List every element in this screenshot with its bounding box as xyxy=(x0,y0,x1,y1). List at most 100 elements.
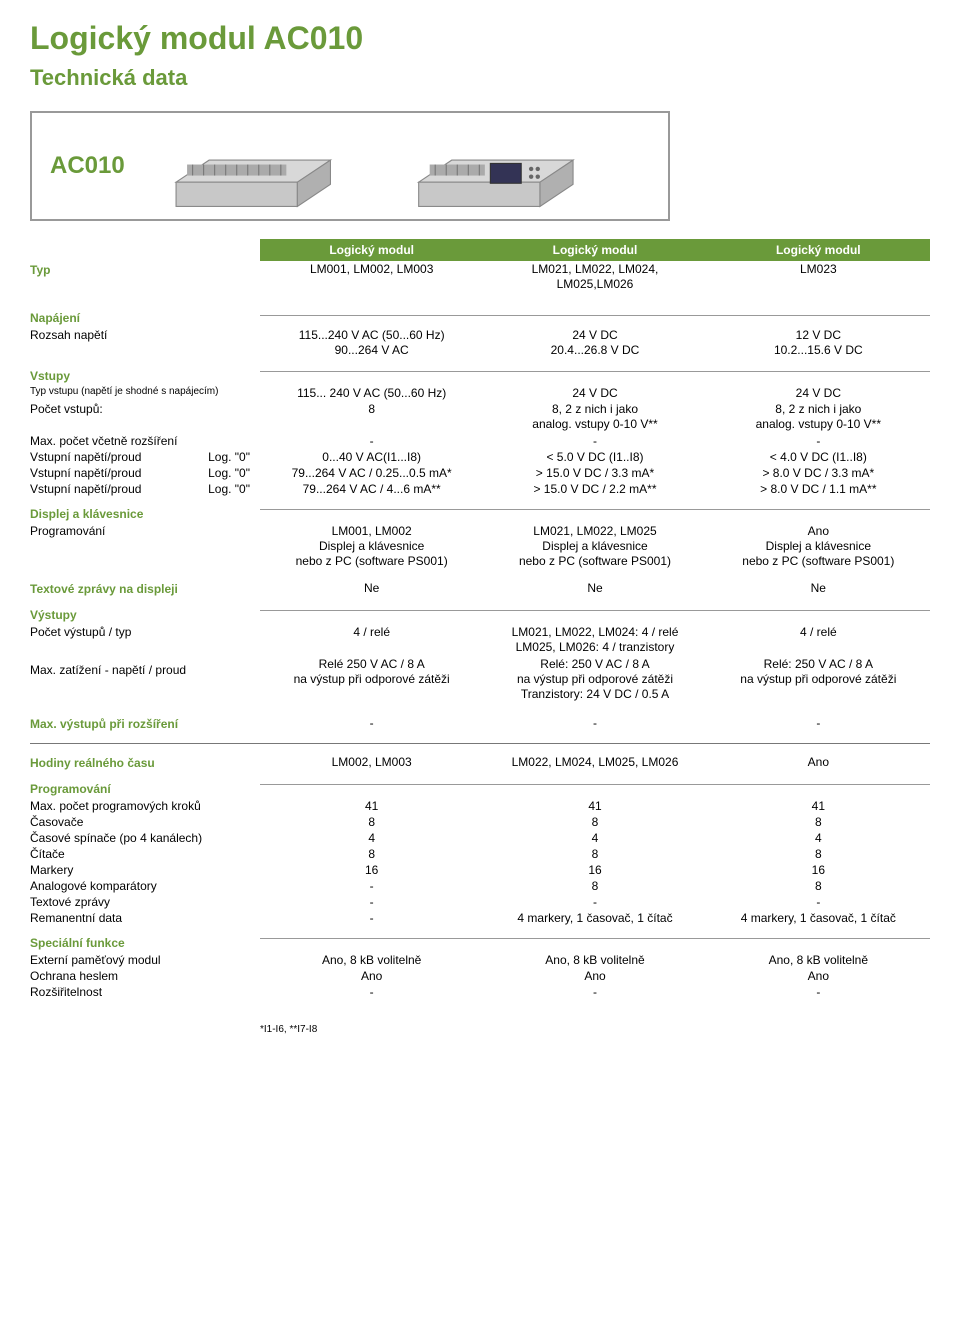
typ-c3: LM023 xyxy=(707,261,930,293)
max-vystupu-c3: - xyxy=(707,715,930,733)
col-header-1: Logický modul xyxy=(260,239,483,261)
product-label: AC010 xyxy=(50,152,125,180)
vstupy-r1-c1: 8 xyxy=(260,401,483,433)
row-markery: Markery xyxy=(30,862,260,878)
prog-r5-c3: 8 xyxy=(707,878,930,894)
textove-c3: Ne xyxy=(707,580,930,598)
prog-r0-c1: 41 xyxy=(260,798,483,814)
hdr-napajeni: Napájení xyxy=(30,309,260,327)
row-programovani-1: Programování xyxy=(30,523,260,570)
prog-r2-c3: 4 xyxy=(707,830,930,846)
page-title: Logický modul AC010 xyxy=(30,20,930,57)
hdr-programovani: Programování xyxy=(30,780,260,798)
prog-r3-c1: 8 xyxy=(260,846,483,862)
prog-r7-c3: 4 markery, 1 časovač, 1 čítač xyxy=(707,910,930,926)
prog-r6-c1: - xyxy=(260,894,483,910)
prog-r6-c3: - xyxy=(707,894,930,910)
vstupy-r5-c1: 79...264 V AC / 4...6 mA** xyxy=(260,481,483,497)
hodiny-c1: LM002, LM003 xyxy=(260,754,483,772)
vstupy-r1-c2: 8, 2 z nich i jako analog. vstupy 0-10 V… xyxy=(483,401,706,433)
hdr-displej: Displej a klávesnice xyxy=(30,505,260,523)
col-header-3: Logický modul xyxy=(707,239,930,261)
vstupy-r3-c3: < 4.0 V DC (I1..I8) xyxy=(707,449,930,465)
vstupy-r2-c3: - xyxy=(707,433,930,449)
row-kroku: Max. počet programových kroků xyxy=(30,798,260,814)
vystupy-r0-c2: LM021, LM022, LM024: 4 / relé LM025, LM0… xyxy=(483,624,706,656)
prog-r3-c3: 8 xyxy=(707,846,930,862)
max-vystupu-c1: - xyxy=(260,715,483,733)
vystupy-r1-c3: Relé: 250 V AC / 8 A na výstup při odpor… xyxy=(707,656,930,703)
vstupy-r5-c2: > 15.0 V DC / 2.2 mA** xyxy=(483,481,706,497)
vstupy-r2-c2: - xyxy=(483,433,706,449)
row-pocet-vystupu: Počet výstupů / typ xyxy=(30,624,260,656)
vstupy-r4-c1: 79...264 V AC / 0.25...0.5 mA* xyxy=(260,465,483,481)
product-box: AC010 xyxy=(30,111,670,221)
row-rozsiritelnost: Rozšiřitelnost xyxy=(30,984,260,1000)
row-hodiny: Hodiny reálného času xyxy=(30,754,260,772)
prog-r4-c1: 16 xyxy=(260,862,483,878)
textove-c2: Ne xyxy=(483,580,706,598)
row-citace: Čítače xyxy=(30,846,260,862)
vstupy-r0-c1: 115... 240 V AC (50...60 Hz) xyxy=(260,385,483,401)
vstupy-r3-c2: < 5.0 V DC (I1..I8) xyxy=(483,449,706,465)
spec-r1-c1: Ano xyxy=(260,968,483,984)
vstupy-r3-c1: 0...40 V AC(I1...I8) xyxy=(260,449,483,465)
hodiny-c3: Ano xyxy=(707,754,930,772)
typ-c1: LM001, LM002, LM003 xyxy=(260,261,483,293)
product-image-icon xyxy=(165,116,650,215)
row-typ-vstupu: Typ vstupu (napětí je shodné s napájecím… xyxy=(30,385,260,401)
hdr-specialni: Speciální funkce xyxy=(30,934,260,952)
row-casove-spinace: Časové spínače (po 4 kanálech) xyxy=(30,830,260,846)
spec-grid: Logický modul Logický modul Logický modu… xyxy=(30,239,930,1000)
row-label-typ: Typ xyxy=(30,261,260,293)
footnote: *I1-I6, **I7-I8 xyxy=(30,1024,930,1035)
vystupy-r0-c3: 4 / relé xyxy=(707,624,930,656)
prog-r4-c2: 16 xyxy=(483,862,706,878)
prog-r7-c2: 4 markery, 1 časovač, 1 čítač xyxy=(483,910,706,926)
prog-r6-c2: - xyxy=(483,894,706,910)
max-vystupu-c2: - xyxy=(483,715,706,733)
row-externi-pamet: Externí paměťový modul xyxy=(30,952,260,968)
vstupy-r0-c2: 24 V DC xyxy=(483,385,706,401)
prog-r4-c3: 16 xyxy=(707,862,930,878)
spec-r0-c1: Ano, 8 kB volitelně xyxy=(260,952,483,968)
rozsah-c2: 24 V DC 20.4...26.8 V DC xyxy=(483,327,706,359)
prog-r2-c2: 4 xyxy=(483,830,706,846)
prog-r5-c1: - xyxy=(260,878,483,894)
row-ochrana-heslem: Ochrana heslem xyxy=(30,968,260,984)
prog-r7-c1: - xyxy=(260,910,483,926)
vstupy-r4-c3: > 8.0 V DC / 3.3 mA* xyxy=(707,465,930,481)
prog-r1-c3: 8 xyxy=(707,814,930,830)
rozsah-c3: 12 V DC 10.2...15.6 V DC xyxy=(707,327,930,359)
divider xyxy=(30,743,930,744)
spec-r1-c3: Ano xyxy=(707,968,930,984)
vystupy-r1-c1: Relé 250 V AC / 8 A na výstup při odporo… xyxy=(260,656,483,703)
textove-c1: Ne xyxy=(260,580,483,598)
row-remanentni: Remanentní data xyxy=(30,910,260,926)
row-max-pocet: Max. počet včetně rozšíření xyxy=(30,433,260,449)
vstupy-r0-c3: 24 V DC xyxy=(707,385,930,401)
page-subtitle: Technická data xyxy=(30,65,930,91)
hodiny-c2: LM022, LM024, LM025, LM026 xyxy=(483,754,706,772)
prog-r5-c2: 8 xyxy=(483,878,706,894)
vstupy-r1-c3: 8, 2 z nich i jako analog. vstupy 0-10 V… xyxy=(707,401,930,433)
prog-r0-c3: 41 xyxy=(707,798,930,814)
prog-r0-c2: 41 xyxy=(483,798,706,814)
vystupy-r1-c2: Relé: 250 V AC / 8 A na výstup při odpor… xyxy=(483,656,706,703)
spec-r0-c2: Ano, 8 kB volitelně xyxy=(483,952,706,968)
row-max-vystupu: Max. výstupů při rozšíření xyxy=(30,715,260,733)
hdr-vstupy: Vstupy xyxy=(30,367,260,385)
displej-c1: LM001, LM002 Displej a klávesnice nebo z… xyxy=(260,523,483,570)
spec-r2-c1: - xyxy=(260,984,483,1000)
hdr-vystupy: Výstupy xyxy=(30,606,260,624)
row-pocet-vstupu: Počet vstupů: xyxy=(30,401,260,433)
displej-c3: Ano Displej a klávesnice nebo z PC (soft… xyxy=(707,523,930,570)
spec-r1-c2: Ano xyxy=(483,968,706,984)
row-rozsah: Rozsah napětí xyxy=(30,327,260,359)
col-header-2: Logický modul xyxy=(483,239,706,261)
spec-r2-c2: - xyxy=(483,984,706,1000)
row-casovace: Časovače xyxy=(30,814,260,830)
row-vnp-0a: Vstupní napětí/proudLog. "0" xyxy=(30,449,260,465)
displej-c2: LM021, LM022, LM025 Displej a klávesnice… xyxy=(483,523,706,570)
prog-r1-c1: 8 xyxy=(260,814,483,830)
